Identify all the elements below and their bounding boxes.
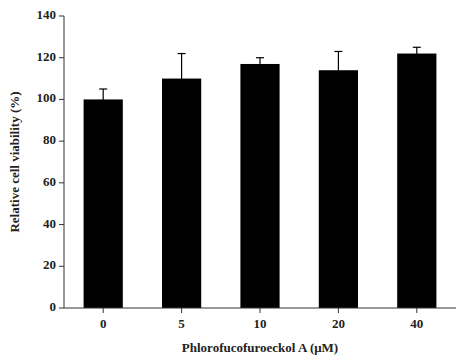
y-tick-label: 0 <box>50 299 57 314</box>
y-tick-label: 120 <box>37 49 57 64</box>
error-cap <box>256 70 264 71</box>
y-tick <box>59 266 64 267</box>
y-tick <box>59 141 64 142</box>
error-cap <box>99 109 107 110</box>
error-bar <box>334 51 342 89</box>
error-line <box>259 58 260 71</box>
x-axis-label: Phlorofucofuroeckol A (μM) <box>182 340 338 355</box>
error-line <box>181 54 182 104</box>
y-tick-label: 80 <box>43 132 56 147</box>
error-cap <box>413 47 421 48</box>
error-line <box>338 51 339 89</box>
error-cap <box>99 88 107 89</box>
x-tick <box>338 308 339 313</box>
error-bar <box>178 54 186 104</box>
y-tick-label: 40 <box>43 216 56 231</box>
y-tick <box>59 16 64 17</box>
x-tick <box>181 308 182 313</box>
bar <box>319 70 358 308</box>
error-bar <box>413 47 421 60</box>
y-tick-label: 100 <box>37 90 57 105</box>
y-tick <box>59 57 64 58</box>
page: {"chart_data": {"type": "bar", "categori… <box>0 0 472 362</box>
y-tick <box>59 224 64 225</box>
bar <box>240 64 279 308</box>
y-axis-label: Relative cell viability (%) <box>7 91 22 232</box>
error-bar <box>256 58 264 71</box>
y-tick-label: 140 <box>37 7 57 22</box>
bar <box>84 99 123 308</box>
x-tick-label: 0 <box>100 316 107 331</box>
error-cap <box>334 51 342 52</box>
axes: 0 20 40 60 80 100 120 140 0 5 10 20 40 <box>37 7 457 331</box>
bar <box>397 54 436 308</box>
error-cap <box>334 88 342 89</box>
error-cap <box>178 53 186 54</box>
y-tick-label: 20 <box>43 257 56 272</box>
plot-area <box>84 47 437 308</box>
x-tick-label: 5 <box>178 316 185 331</box>
error-cap <box>178 103 186 104</box>
y-tick-label: 60 <box>43 174 56 189</box>
error-cap <box>413 59 421 60</box>
error-line <box>416 47 417 60</box>
x-tick-label: 10 <box>254 316 267 331</box>
y-tick <box>59 182 64 183</box>
y-tick <box>59 308 64 309</box>
error-cap <box>256 57 264 58</box>
chart-svg: 0 20 40 60 80 100 120 140 0 5 10 20 40 Phlorofucofuro… <box>0 0 472 362</box>
y-axis-line <box>64 16 65 308</box>
error-line <box>103 89 104 110</box>
x-tick-label: 40 <box>410 316 423 331</box>
error-bar <box>99 89 107 110</box>
chart-container: 0 20 40 60 80 100 120 140 0 5 10 20 40 Phlorofucofuro… <box>0 0 472 362</box>
x-tick <box>416 308 417 313</box>
y-tick <box>59 99 64 100</box>
x-tick <box>103 308 104 313</box>
x-tick <box>260 308 261 313</box>
x-tick-label: 20 <box>332 316 345 331</box>
bar <box>162 79 201 308</box>
